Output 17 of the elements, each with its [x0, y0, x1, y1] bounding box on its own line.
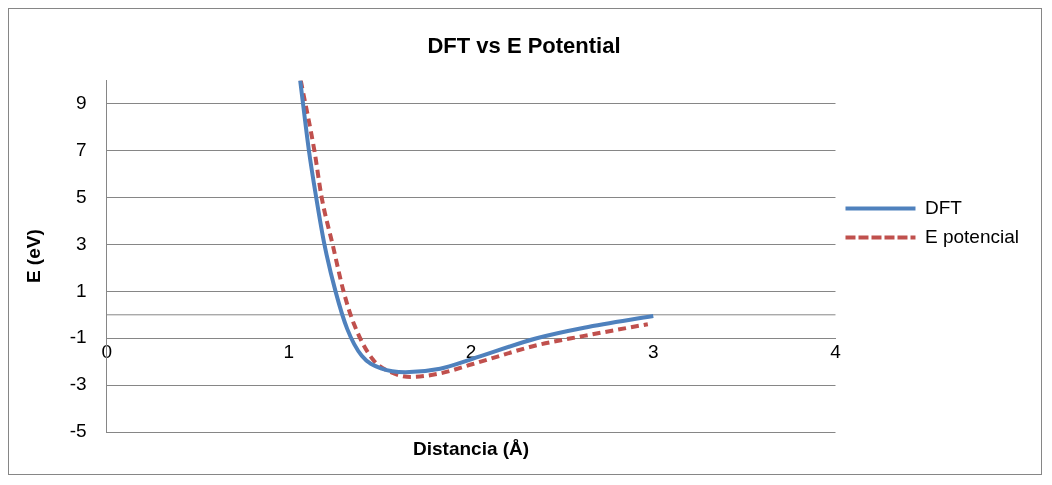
x-axis-title: Distancia (Å)	[413, 437, 530, 459]
x-tick-label: 4	[830, 340, 842, 362]
x-tick-label: 0	[101, 340, 112, 362]
y-tick-label: -1	[69, 326, 87, 348]
y-tick-label: -5	[69, 420, 87, 442]
x-tick-label: 1	[283, 340, 295, 362]
legend-label: E potencial	[924, 225, 1020, 247]
chart-title: DFT vs E Potential	[427, 33, 621, 59]
y-tick-label: 1	[76, 279, 87, 301]
legend-label: DFT	[924, 196, 963, 218]
y-tick-label: -3	[69, 373, 87, 395]
y-tick-label: 5	[76, 185, 87, 207]
y-tick-label: 9	[76, 92, 87, 114]
x-tick-label: 3	[648, 340, 659, 362]
y-tick-label: 3	[76, 232, 87, 254]
y-tick-label: 7	[76, 138, 87, 160]
y-axis-title: E (eV)	[22, 229, 44, 284]
